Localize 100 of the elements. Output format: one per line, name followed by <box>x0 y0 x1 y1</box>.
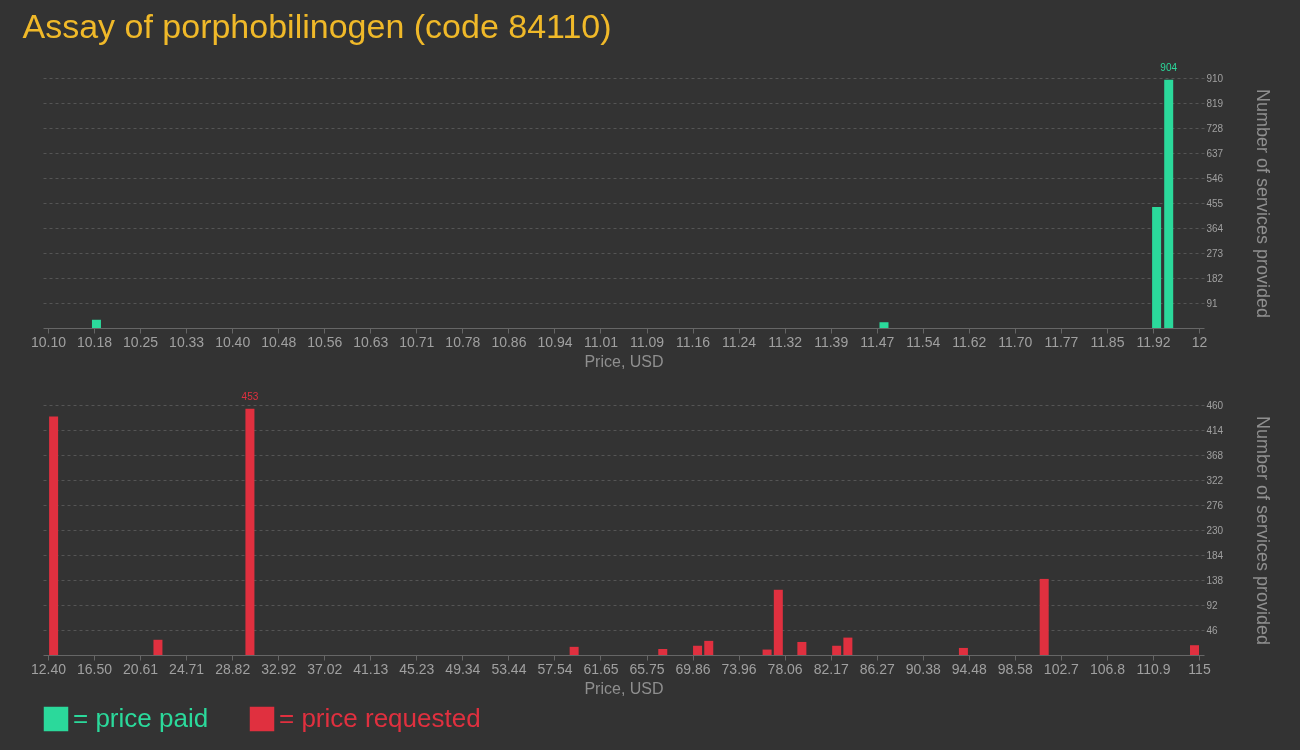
y-tick-label: 182 <box>1206 272 1224 284</box>
x-tick-label: 20.61 <box>123 660 159 677</box>
y-tick-label: 910 <box>1206 72 1224 84</box>
bar <box>879 322 889 328</box>
y-tick-label: 138 <box>1206 574 1224 586</box>
x-tick-label: 106.8 <box>1089 660 1126 677</box>
x-tick-label: 11.62 <box>952 333 987 350</box>
bar <box>658 649 668 655</box>
x-tick-label: 57.54 <box>537 660 573 677</box>
y-tick-label: 92 <box>1206 599 1219 611</box>
bar <box>569 646 579 655</box>
x-tick-label: 11.24 <box>722 333 757 350</box>
y-tick-label: 460 <box>1206 399 1224 411</box>
x-tick-label: 49.34 <box>445 660 481 677</box>
y-tick-label: 414 <box>1206 424 1224 436</box>
x-tick-label: 45.23 <box>399 660 435 677</box>
x-tick-label: 10.78 <box>445 333 481 350</box>
chart-title: Assay of porphobilinogen (code 84110) <box>22 6 612 45</box>
bar <box>245 408 255 655</box>
bar <box>843 637 853 655</box>
x-tick-label: 90.38 <box>905 660 941 677</box>
x-tick-label: 98.58 <box>997 660 1034 677</box>
x-tick-label: 12.40 <box>30 660 67 677</box>
bar <box>49 416 59 655</box>
y-tick-label: 546 <box>1206 172 1224 184</box>
x-tick-label: 115 <box>1188 660 1211 677</box>
legend-label: = price requested <box>279 703 481 733</box>
x-tick-label: 102.7 <box>1043 660 1080 677</box>
x-tick-label: 10.40 <box>215 333 251 350</box>
x-tick-label: 82.17 <box>813 660 849 677</box>
x-tick-label: 10.33 <box>169 333 205 350</box>
x-tick-label: 37.02 <box>307 660 343 677</box>
y-tick-label: 728 <box>1206 122 1224 134</box>
legend-label: = price paid <box>73 703 209 733</box>
x-axis-title: Price, USD <box>584 352 664 370</box>
bar <box>91 319 101 328</box>
x-tick-label: 10.71 <box>399 333 435 350</box>
x-tick-label: 41.13 <box>353 660 389 677</box>
y-tick-label: 273 <box>1206 247 1224 259</box>
y-tick-label: 455 <box>1206 197 1224 209</box>
y-tick-label: 184 <box>1206 549 1224 561</box>
x-tick-label: 11.85 <box>1090 333 1125 350</box>
x-tick-label: 10.63 <box>353 333 389 350</box>
x-tick-label: 10.56 <box>307 333 343 350</box>
y-tick-label: 322 <box>1206 474 1224 486</box>
x-tick-label: 11.39 <box>814 333 849 350</box>
x-tick-label: 69.86 <box>675 660 711 677</box>
x-tick-label: 10.94 <box>537 333 573 350</box>
x-tick-label: 24.71 <box>169 660 205 677</box>
x-tick-label: 11.92 <box>1136 333 1171 350</box>
y-tick-label: 230 <box>1206 524 1224 536</box>
y-tick-label: 276 <box>1206 499 1224 511</box>
bar <box>797 641 807 655</box>
bar <box>832 645 842 655</box>
bar <box>1190 645 1200 655</box>
y-tick-label: 637 <box>1206 147 1224 159</box>
x-tick-label: 11.09 <box>630 333 665 350</box>
bar <box>1039 578 1049 655</box>
x-tick-label: 12 <box>1191 333 1208 350</box>
y-tick-label: 364 <box>1206 222 1224 234</box>
x-tick-label: 65.75 <box>629 660 665 677</box>
data-label: 453 <box>241 390 259 402</box>
x-tick-label: 10.10 <box>30 333 67 350</box>
y-tick-label: 91 <box>1206 297 1219 309</box>
x-tick-label: 94.48 <box>951 660 988 677</box>
x-axis-title: Price, USD <box>584 679 664 697</box>
x-tick-label: 28.82 <box>215 660 251 677</box>
x-tick-label: 86.27 <box>859 660 895 677</box>
x-tick-label: 53.44 <box>491 660 527 677</box>
bar <box>1164 79 1174 328</box>
bar <box>153 639 163 655</box>
y-axis-title: Number of services provided <box>1253 415 1274 646</box>
x-tick-label: 32.92 <box>261 660 297 677</box>
x-tick-label: 10.48 <box>261 333 297 350</box>
data-label: 904 <box>1160 61 1178 73</box>
bar <box>704 640 714 655</box>
y-tick-label: 46 <box>1206 624 1219 636</box>
y-axis-title: Number of services provided <box>1253 88 1274 319</box>
x-tick-label: 11.01 <box>583 333 619 350</box>
y-tick-label: 368 <box>1206 449 1224 461</box>
x-tick-label: 10.25 <box>123 333 159 350</box>
x-tick-label: 11.77 <box>1044 333 1079 350</box>
x-tick-label: 10.18 <box>77 333 113 350</box>
x-tick-label: 61.65 <box>583 660 619 677</box>
x-tick-label: 10.86 <box>491 333 527 350</box>
x-tick-label: 16.50 <box>77 660 113 677</box>
x-tick-label: 11.54 <box>906 333 941 350</box>
bar <box>693 645 703 655</box>
x-tick-label: 11.70 <box>998 333 1033 350</box>
y-tick-label: 819 <box>1206 97 1224 109</box>
x-tick-label: 78.06 <box>767 660 803 677</box>
bar <box>958 647 968 655</box>
x-tick-label: 11.47 <box>860 333 895 350</box>
bar <box>773 589 783 655</box>
x-tick-label: 73.96 <box>721 660 757 677</box>
bar <box>762 649 772 655</box>
bar <box>1152 207 1162 328</box>
x-tick-label: 11.32 <box>768 333 803 350</box>
x-tick-label: 11.16 <box>676 333 711 350</box>
x-tick-label: 110.9 <box>1136 660 1171 677</box>
